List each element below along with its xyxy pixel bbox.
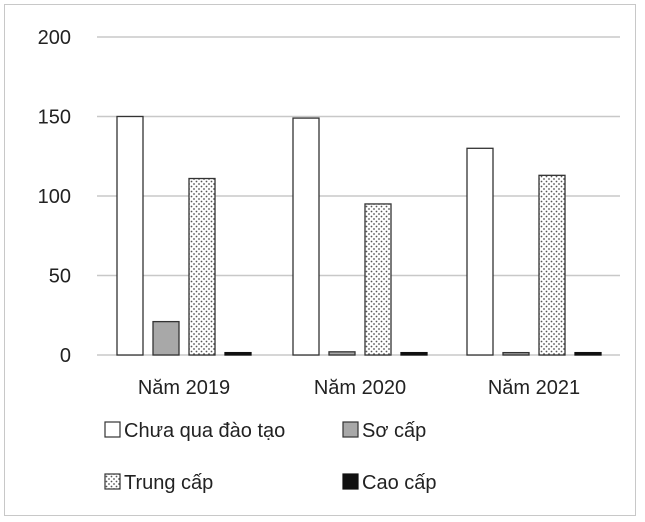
- y-tick-label: 150: [38, 107, 71, 129]
- bar: [400, 351, 428, 356]
- bar: [538, 174, 566, 356]
- bar: [328, 351, 356, 356]
- bars: [116, 115, 602, 356]
- bar: [152, 320, 180, 356]
- bar: [188, 177, 216, 356]
- bar: [502, 351, 530, 356]
- legend-swatch: [342, 473, 359, 490]
- legend-label: Chưa qua đào tạo: [124, 420, 285, 442]
- bar-chart: 0 50 100 150 200 Năm 2019 Năm 2020 Năm 2021 Ch…: [38, 27, 620, 494]
- legend-swatch: [104, 421, 121, 438]
- x-axis-categories: Năm 2019 Năm 2020 Năm 2021: [138, 377, 580, 399]
- bar: [224, 351, 252, 356]
- chart-frame: 0 50 100 150 200 Năm 2019 Năm 2020 Năm 2021 Ch…: [4, 4, 636, 516]
- bar: [116, 115, 144, 356]
- legend-label: Sơ cấp: [362, 420, 426, 442]
- legend-swatch: [104, 473, 121, 490]
- y-tick-label: 100: [38, 186, 71, 208]
- y-tick-label: 200: [38, 27, 71, 49]
- y-tick-label: 50: [49, 266, 71, 288]
- legend-label: Trung cấp: [124, 472, 213, 494]
- x-category-label: Năm 2021: [488, 377, 580, 399]
- gridlines: [97, 36, 620, 356]
- legend-swatch: [342, 421, 359, 438]
- x-category-label: Năm 2020: [314, 377, 406, 399]
- bar: [292, 117, 320, 356]
- y-axis-ticks: 0 50 100 150 200: [38, 27, 71, 367]
- legend: Chưa qua đào tạo Sơ cấp Trung cấp Cao cấp: [104, 420, 437, 494]
- bar: [364, 203, 392, 356]
- x-category-label: Năm 2019: [138, 377, 230, 399]
- bar: [466, 147, 494, 356]
- bar: [574, 351, 602, 356]
- y-tick-label: 0: [60, 345, 71, 367]
- legend-label: Cao cấp: [362, 472, 437, 494]
